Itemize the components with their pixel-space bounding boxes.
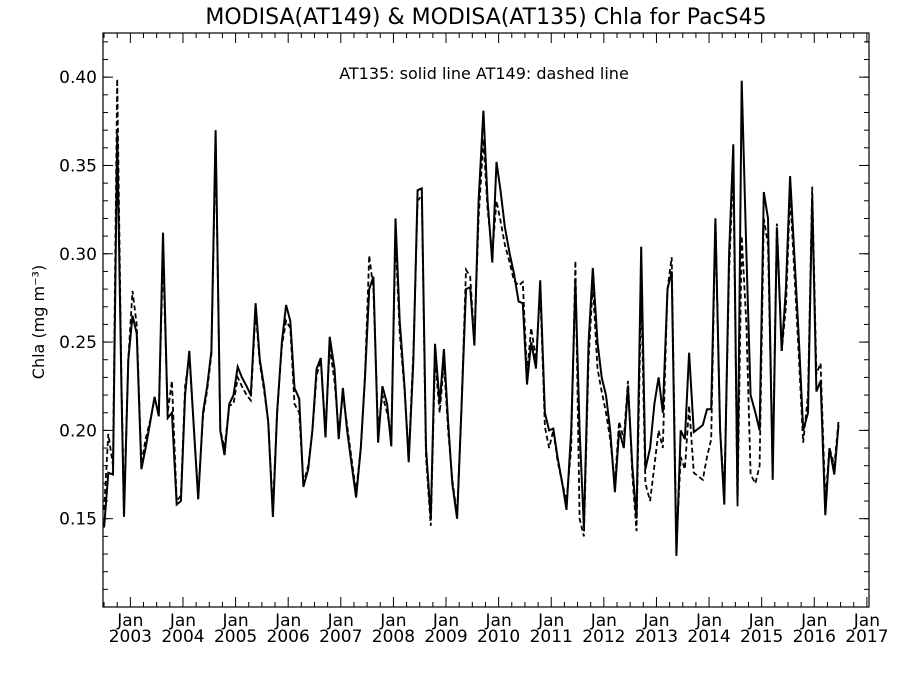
series-line-at149 xyxy=(103,78,840,546)
x-tick-month-label: Jan xyxy=(169,611,196,631)
x-tick-month-label: Jan xyxy=(432,611,459,631)
plot-area xyxy=(103,78,840,556)
x-tick-year-label: 2017 xyxy=(845,627,888,647)
x-tick-year-label: 2003 xyxy=(109,627,152,647)
x-tick-month-label: Jan xyxy=(642,611,669,631)
x-tick-month-label: Jan xyxy=(800,611,827,631)
x-tick-year-label: 2016 xyxy=(793,627,836,647)
x-tick-year-label: 2005 xyxy=(214,627,257,647)
x-tick-year-label: 2010 xyxy=(477,627,520,647)
x-tick-year-label: 2007 xyxy=(319,627,362,647)
x-tick-year-label: 2012 xyxy=(582,627,625,647)
y-tick-label: 0.35 xyxy=(59,156,97,176)
y-axis-label: Chla (mg m⁻³) xyxy=(29,265,48,379)
x-tick-month-label: Jan xyxy=(221,611,248,631)
x-tick-year-label: 2015 xyxy=(740,627,783,647)
y-tick-label: 0.25 xyxy=(59,333,97,353)
y-tick-label: 0.40 xyxy=(59,68,97,88)
x-tick-year-label: 2009 xyxy=(424,627,467,647)
x-tick-year-label: 2013 xyxy=(635,627,678,647)
x-tick-month-label: Jan xyxy=(853,611,880,631)
x-tick-month-label: Jan xyxy=(537,611,564,631)
x-tick-month-label: Jan xyxy=(748,611,775,631)
plot-frame xyxy=(102,32,870,608)
legend-annotation: AT135: solid line AT149: dashed line xyxy=(339,64,629,83)
x-tick-month-label: Jan xyxy=(327,611,354,631)
x-tick-month-label: Jan xyxy=(116,611,143,631)
x-tick-month-label: Jan xyxy=(695,611,722,631)
x-tick-month-label: Jan xyxy=(485,611,512,631)
x-tick-year-label: 2014 xyxy=(687,627,730,647)
series-line-at135 xyxy=(103,80,840,556)
axis-ticks: 0.150.200.250.300.350.40Jan2003Jan2004Ja… xyxy=(59,33,889,647)
x-tick-year-label: 2006 xyxy=(267,627,310,647)
x-tick-month-label: Jan xyxy=(274,611,301,631)
y-tick-label: 0.15 xyxy=(59,510,97,530)
x-tick-month-label: Jan xyxy=(379,611,406,631)
y-tick-label: 0.30 xyxy=(59,245,97,265)
chart-title: MODISA(AT149) & MODISA(AT135) Chla for P… xyxy=(205,5,766,30)
y-tick-label: 0.20 xyxy=(59,421,97,441)
x-tick-year-label: 2011 xyxy=(530,627,573,647)
x-tick-year-label: 2008 xyxy=(372,627,415,647)
x-tick-month-label: Jan xyxy=(590,611,617,631)
x-tick-year-label: 2004 xyxy=(161,627,204,647)
